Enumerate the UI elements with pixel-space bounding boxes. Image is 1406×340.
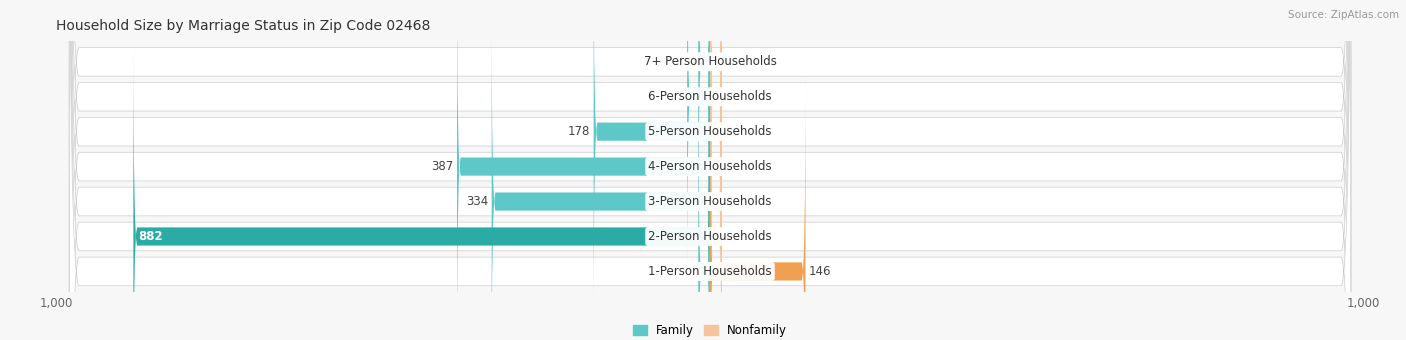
Text: 0: 0 xyxy=(725,90,733,103)
Text: 334: 334 xyxy=(467,195,488,208)
Text: 0: 0 xyxy=(725,195,733,208)
FancyBboxPatch shape xyxy=(69,0,1351,340)
Text: 3-Person Households: 3-Person Households xyxy=(648,195,772,208)
Text: 387: 387 xyxy=(432,160,454,173)
Text: 0: 0 xyxy=(688,265,695,278)
Text: 0: 0 xyxy=(725,230,733,243)
Text: 1-Person Households: 1-Person Households xyxy=(648,265,772,278)
FancyBboxPatch shape xyxy=(710,0,721,262)
FancyBboxPatch shape xyxy=(69,0,1351,340)
Text: Source: ZipAtlas.com: Source: ZipAtlas.com xyxy=(1288,10,1399,20)
FancyBboxPatch shape xyxy=(457,0,710,340)
Text: 35: 35 xyxy=(669,90,683,103)
FancyBboxPatch shape xyxy=(699,0,710,262)
Text: 4-Person Households: 4-Person Households xyxy=(648,160,772,173)
FancyBboxPatch shape xyxy=(710,71,806,340)
Legend: Family, Nonfamily: Family, Nonfamily xyxy=(628,319,792,340)
FancyBboxPatch shape xyxy=(710,0,721,332)
FancyBboxPatch shape xyxy=(69,0,1351,340)
FancyBboxPatch shape xyxy=(710,36,721,340)
Text: 2-Person Households: 2-Person Households xyxy=(648,230,772,243)
Text: 0: 0 xyxy=(725,55,733,68)
FancyBboxPatch shape xyxy=(688,0,710,297)
Text: 0: 0 xyxy=(725,125,733,138)
FancyBboxPatch shape xyxy=(69,0,1351,340)
FancyBboxPatch shape xyxy=(593,0,710,332)
FancyBboxPatch shape xyxy=(710,1,721,340)
FancyBboxPatch shape xyxy=(69,0,1351,340)
Text: 6-Person Households: 6-Person Households xyxy=(648,90,772,103)
FancyBboxPatch shape xyxy=(492,1,710,340)
FancyBboxPatch shape xyxy=(69,0,1351,340)
Text: 7+ Person Households: 7+ Person Households xyxy=(644,55,776,68)
Text: 146: 146 xyxy=(808,265,831,278)
FancyBboxPatch shape xyxy=(69,0,1351,340)
Text: 0: 0 xyxy=(688,55,695,68)
FancyBboxPatch shape xyxy=(699,71,710,340)
Text: 882: 882 xyxy=(139,230,163,243)
Text: 178: 178 xyxy=(568,125,591,138)
Text: Household Size by Marriage Status in Zip Code 02468: Household Size by Marriage Status in Zip… xyxy=(56,19,430,33)
Text: 5-Person Households: 5-Person Households xyxy=(648,125,772,138)
FancyBboxPatch shape xyxy=(134,36,710,340)
FancyBboxPatch shape xyxy=(710,0,721,340)
Text: 0: 0 xyxy=(725,160,733,173)
FancyBboxPatch shape xyxy=(710,0,721,297)
